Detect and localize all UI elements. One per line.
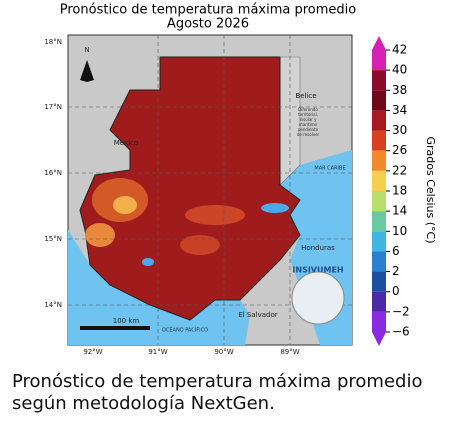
colorbar-tick-label: 14	[392, 204, 407, 218]
colorbar-tick-label: 0	[392, 284, 400, 298]
dispute-note: marítimo	[299, 122, 318, 127]
colorbar-band	[372, 150, 386, 171]
colorbar-band	[372, 231, 386, 252]
colorbar-tick-label: 2	[392, 264, 400, 278]
dispute-note: territorial,	[298, 112, 318, 117]
colorbar-band	[372, 251, 386, 272]
colorbar-tick-label: 40	[392, 63, 407, 77]
colorbar-tick-label: 22	[392, 163, 407, 177]
map-subtitle: Agosto 2026	[167, 17, 249, 32]
colorbar-band	[372, 311, 386, 332]
north-label: N	[84, 46, 89, 54]
caption: Pronóstico de temperatura máxima promedi…	[12, 371, 422, 392]
colorbar-band	[372, 130, 386, 151]
lon-label: 92°W	[83, 348, 102, 356]
colorbar-band	[372, 70, 386, 91]
colorbar-tick-label: 34	[392, 103, 407, 117]
colorbar-tick-label: 6	[392, 244, 400, 258]
lat-label: 17°N	[44, 103, 62, 111]
place-label: El Salvador	[238, 311, 277, 319]
lon-label: 89°W	[280, 348, 299, 356]
colorbar-tick-label: 18	[392, 184, 407, 198]
place-label: MAR CARIBE	[314, 166, 345, 172]
colorbar-cap	[372, 332, 386, 346]
place-label: Honduras	[301, 244, 335, 252]
lon-label: 90°W	[214, 348, 233, 356]
colorbar-tick-label: 38	[392, 83, 407, 97]
caption: según metodología NextGen.	[12, 393, 275, 414]
colorbar-band	[372, 90, 386, 111]
colorbar-tick-label: −6	[392, 325, 410, 339]
lat-label: 18°N	[44, 38, 62, 46]
logo	[291, 271, 345, 325]
dispute-note: insular y	[299, 117, 317, 122]
dispute-note: Diferendo	[298, 107, 318, 112]
map	[67, 34, 353, 346]
lon-label: 91°W	[148, 348, 167, 356]
lat-label: 15°N	[44, 235, 62, 243]
colorbar-band	[372, 50, 386, 71]
colorbar-tick-label: 42	[392, 43, 407, 57]
colorbar-tick-label: 30	[392, 123, 407, 137]
colorbar-cap	[372, 36, 386, 50]
map-title: Pronóstico de temperatura máxima promedi…	[60, 3, 357, 18]
colorbar-label: Grados Celsius (°C)	[424, 137, 437, 244]
lat-label: 16°N	[44, 169, 62, 177]
colorbar-tick-label: 10	[392, 224, 407, 238]
dispute-note: pendiente	[298, 127, 319, 132]
place-label: México	[114, 139, 138, 147]
scale-label: 100 km	[113, 317, 140, 325]
place-label: OCÉANO PACÍFICO	[162, 326, 208, 334]
scale-bar	[80, 326, 150, 330]
logo-text: INSIVUMEH	[292, 266, 343, 275]
colorbar-band	[372, 191, 386, 212]
dispute-note: de resolver	[297, 132, 320, 137]
colorbar-band	[372, 291, 386, 312]
colorbar-band	[372, 110, 386, 131]
colorbar-band	[372, 170, 386, 191]
place-label: Belice	[295, 92, 316, 100]
colorbar-tick-label: 26	[392, 143, 407, 157]
colorbar-band	[372, 211, 386, 232]
lat-label: 14°N	[44, 301, 62, 309]
colorbar: 42 40 38 34 30 26 22 18 14 10 6 2 0 −2 −6	[372, 36, 410, 346]
colorbar-tick-label: −2	[392, 304, 410, 318]
colorbar-band	[372, 271, 386, 292]
